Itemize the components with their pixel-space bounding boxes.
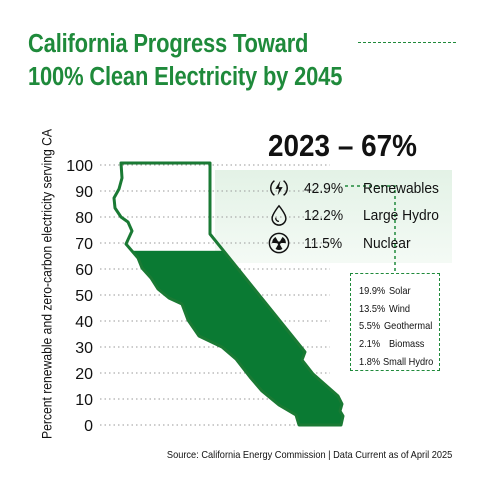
y-tick-label: 10 <box>75 392 93 409</box>
y-tick-label: 20 <box>75 366 93 383</box>
breakdown-value: 1.8% <box>359 356 381 369</box>
breakdown-value: 19.9% <box>359 284 386 297</box>
y-axis-label: Percent renewable and zero-carbon electr… <box>39 129 55 439</box>
breakdown-row-small-hydro: 1.8% Small Hydro <box>359 353 439 371</box>
breakdown-label: Geothermal <box>384 320 433 333</box>
chart-title-line-1: California Progress Toward <box>28 30 309 58</box>
renewables-breakdown-box: 19.9% Solar 13.5% Wind 5.5% Geothermal 2… <box>350 273 440 371</box>
y-tick-label: 30 <box>75 340 93 357</box>
category-nuclear: 11.5% Nuclear <box>268 231 415 255</box>
y-tick-label: 100 <box>66 158 93 175</box>
breakdown-row-wind: 13.5% Wind <box>359 300 439 318</box>
lightning-icon <box>268 177 290 199</box>
breakdown-label: Wind <box>389 302 411 315</box>
category-value: 42.9% <box>304 179 344 197</box>
breakdown-row-solar: 19.9% Solar <box>359 282 439 300</box>
y-tick-label: 50 <box>75 288 93 305</box>
source-note: Source: California Energy Commission | D… <box>166 449 452 461</box>
category-renewables: 42.9% Renewables <box>268 176 446 200</box>
decorative-dashed-line <box>358 42 456 43</box>
category-label: Large Hydro <box>363 206 439 224</box>
chart-title-line-2: 100% Clean Electricity by 2045 <box>28 63 343 91</box>
breakdown-label: Solar <box>389 284 411 297</box>
category-label: Renewables <box>363 179 439 197</box>
breakdown-value: 5.5% <box>359 320 381 333</box>
california-outline <box>112 161 345 427</box>
y-tick-label: 60 <box>75 262 93 279</box>
highlight-band <box>215 170 452 263</box>
category-value: 11.5% <box>304 234 343 252</box>
breakdown-value: 13.5% <box>359 302 386 315</box>
category-label: Nuclear <box>363 234 411 252</box>
y-tick-label: 70 <box>75 236 93 253</box>
y-tick-label: 80 <box>75 210 93 227</box>
radiation-icon <box>268 232 290 254</box>
year-total-headline: 2023 – 67% <box>268 128 417 163</box>
breakdown-value: 2.1% <box>359 338 381 351</box>
breakdown-label: Biomass <box>389 338 425 351</box>
water-drop-icon <box>268 204 290 226</box>
connector-line <box>345 185 396 274</box>
category-value: 12.2% <box>304 206 344 224</box>
breakdown-row-geothermal: 5.5% Geothermal <box>359 318 439 336</box>
category-large-hydro: 12.2% Large Hydro <box>268 203 446 227</box>
fill-level <box>114 250 343 425</box>
breakdown-label: Small Hydro <box>382 356 434 369</box>
y-tick-label: 40 <box>75 314 93 331</box>
breakdown-row-biomass: 2.1% Biomass <box>359 335 439 353</box>
y-tick-label: 0 <box>84 418 93 435</box>
y-tick-label: 90 <box>75 184 93 201</box>
chart-title: California Progress Toward 100% Clean El… <box>28 28 342 94</box>
